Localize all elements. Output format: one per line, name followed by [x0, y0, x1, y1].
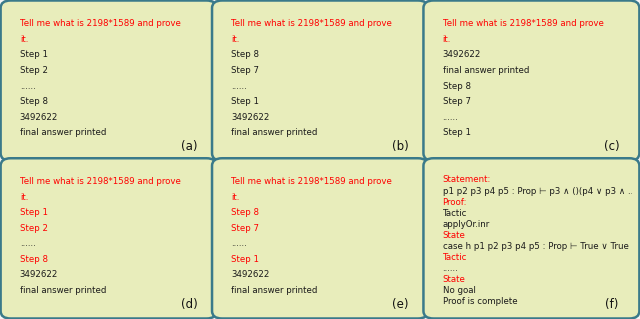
Text: it.: it. [443, 35, 451, 44]
Text: final answer printed: final answer printed [231, 286, 317, 295]
Text: ......: ...... [20, 82, 36, 91]
Text: Step 7: Step 7 [231, 66, 259, 75]
Text: Step 8: Step 8 [20, 97, 48, 106]
Text: 3492622: 3492622 [20, 271, 58, 279]
Text: it.: it. [20, 35, 28, 44]
Text: ......: ...... [20, 239, 36, 248]
FancyBboxPatch shape [1, 158, 216, 318]
Text: (f): (f) [605, 298, 619, 311]
Text: No goal: No goal [443, 286, 476, 295]
Text: State: State [443, 231, 465, 240]
Text: Tell me what is 2198*1589 and prove: Tell me what is 2198*1589 and prove [231, 19, 392, 28]
Text: 3492622: 3492622 [231, 113, 269, 122]
Text: Step 7: Step 7 [231, 224, 259, 233]
Text: (a): (a) [181, 140, 198, 153]
Text: ......: ...... [231, 82, 247, 91]
Text: ......: ...... [443, 264, 458, 273]
Text: it.: it. [20, 193, 28, 202]
Text: 3492622: 3492622 [20, 113, 58, 122]
Text: (e): (e) [392, 298, 409, 311]
Text: Tell me what is 2198*1589 and prove: Tell me what is 2198*1589 and prove [231, 177, 392, 186]
Text: Step 1: Step 1 [20, 50, 48, 59]
FancyBboxPatch shape [212, 1, 428, 161]
Text: Tell me what is 2198*1589 and prove: Tell me what is 2198*1589 and prove [443, 19, 604, 28]
Text: (b): (b) [392, 140, 409, 153]
Text: Step 1: Step 1 [20, 208, 48, 217]
Text: (d): (d) [181, 298, 198, 311]
Text: ......: ...... [443, 113, 458, 122]
FancyBboxPatch shape [212, 158, 428, 318]
Text: Tactic: Tactic [443, 209, 467, 218]
Text: Step 8: Step 8 [231, 208, 259, 217]
Text: Step 2: Step 2 [20, 66, 48, 75]
Text: Step 8: Step 8 [231, 50, 259, 59]
Text: 3492622: 3492622 [443, 50, 481, 59]
Text: final answer printed: final answer printed [20, 128, 106, 137]
Text: it.: it. [231, 35, 239, 44]
Text: Step 1: Step 1 [231, 255, 259, 264]
Text: Tell me what is 2198*1589 and prove: Tell me what is 2198*1589 and prove [20, 19, 180, 28]
FancyBboxPatch shape [424, 1, 639, 161]
Text: Tell me what is 2198*1589 and prove: Tell me what is 2198*1589 and prove [20, 177, 180, 186]
Text: Statement:: Statement: [443, 175, 491, 184]
Text: Step 8: Step 8 [20, 255, 48, 264]
Text: (c): (c) [604, 140, 620, 153]
Text: final answer printed: final answer printed [20, 286, 106, 295]
Text: Proof:: Proof: [443, 198, 467, 207]
Text: 3492622: 3492622 [231, 271, 269, 279]
FancyBboxPatch shape [1, 1, 216, 161]
Text: Step 8: Step 8 [443, 82, 470, 91]
Text: Proof is complete: Proof is complete [443, 297, 517, 306]
Text: Tactic: Tactic [443, 253, 467, 262]
Text: State: State [443, 275, 465, 284]
Text: Step 7: Step 7 [443, 97, 470, 106]
FancyBboxPatch shape [424, 158, 639, 318]
Text: Step 2: Step 2 [20, 224, 48, 233]
Text: final answer printed: final answer printed [443, 66, 529, 75]
Text: Step 1: Step 1 [231, 97, 259, 106]
Text: Step 1: Step 1 [443, 128, 470, 137]
Text: ......: ...... [231, 239, 247, 248]
Text: p1 p2 p3 p4 p5 : Prop ⊢ p3 ∧ ()(p4 ∨ p3 ∧ ......: p1 p2 p3 p4 p5 : Prop ⊢ p3 ∧ ()(p4 ∨ p3 … [443, 187, 640, 196]
Text: it.: it. [231, 193, 239, 202]
Text: final answer printed: final answer printed [231, 128, 317, 137]
Text: case h p1 p2 p3 p4 p5 : Prop ⊢ True ∨ True ......: case h p1 p2 p3 p4 p5 : Prop ⊢ True ∨ Tr… [443, 242, 640, 251]
Text: applyOr.inr: applyOr.inr [443, 220, 490, 229]
